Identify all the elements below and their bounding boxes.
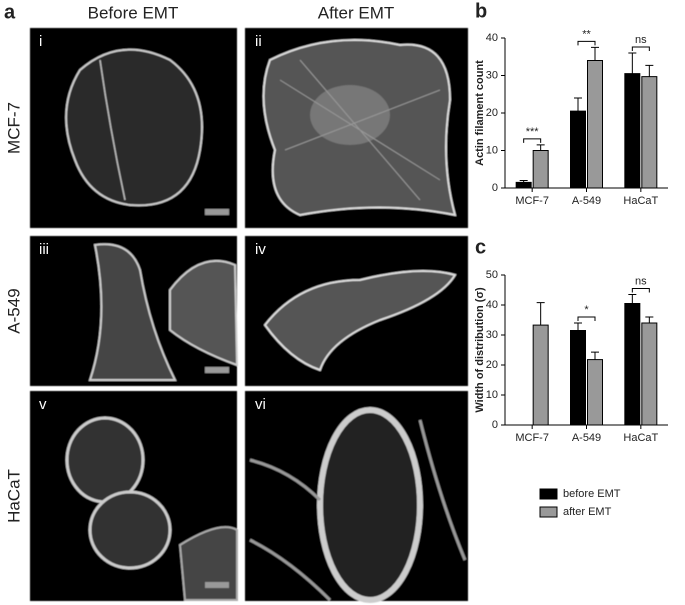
error-bar [574,97,582,112]
bar [587,359,603,426]
y-tick-label: 20 [486,359,498,371]
error-bar [591,46,599,61]
significance-label: *** [526,126,540,138]
y-tick-label: 0 [492,182,498,194]
error-bar [536,302,545,326]
bar [532,150,549,189]
y-tick-label: 10 [486,144,498,156]
significance-bracket [631,288,650,293]
bar [532,324,549,426]
bar [624,73,641,189]
y-tick-label: 50 [486,269,498,281]
image-label: i [39,33,42,50]
significance-bracket [523,138,542,143]
x-tick-label: MCF-7 [515,432,549,444]
panel-letter: a [4,1,16,23]
x-tick-label: HaCaT [623,195,658,207]
image-label: iv [255,241,266,258]
x-tick-label: A-549 [572,195,601,207]
error-bar [645,316,654,323]
error-bar [574,322,582,331]
y-tick-label: 10 [486,389,498,401]
x-tick-label: HaCaT [623,432,658,444]
significance-label: ns [635,275,647,287]
y-axis-label: Actin filament count [474,60,486,166]
y-tick-label: 30 [486,69,498,81]
image-label: iii [39,241,49,258]
column-header: Before EMT [88,3,179,22]
legend-label: after EMT [563,506,612,518]
bar [570,110,586,189]
micrographs [30,28,468,603]
bar [641,322,658,426]
x-tick-label: A-549 [572,432,601,444]
significance-label: * [584,304,589,316]
significance-bracket [577,40,596,46]
x-tick-label: MCF-7 [515,195,549,207]
legend-swatch [539,488,558,500]
significance-bracket [577,316,596,321]
bar [624,303,641,426]
y-axis-label: Width of distribution (σ) [474,287,486,413]
bar [515,181,532,189]
row-header: A-549 [4,288,23,333]
row-header: HaCaT [4,469,23,523]
error-bar [536,144,545,151]
error-bar [645,64,654,77]
bar [641,76,658,189]
y-tick-label: 20 [486,107,498,119]
legend-swatch [539,506,558,518]
y-tick-label: 30 [486,329,498,341]
panel-letter: c [475,236,486,258]
error-bar [628,52,637,74]
error-bar [519,180,528,183]
row-header: MCF-7 [4,102,23,154]
legend-label: before EMT [563,488,621,500]
significance-label: ns [635,34,647,46]
image-label: v [39,396,47,413]
y-tick-label: 0 [492,419,498,431]
column-header: After EMT [318,3,395,22]
y-tick-label: 40 [486,32,498,44]
y-tick-label: 40 [486,299,498,311]
panel-letter: b [475,0,487,22]
image-label: vi [255,396,266,413]
error-bar [591,351,599,360]
bar [570,330,586,426]
bar [587,60,603,189]
image-label: ii [255,33,262,50]
significance-label: ** [582,28,591,40]
significance-bracket [631,46,650,51]
error-bar [628,294,637,304]
